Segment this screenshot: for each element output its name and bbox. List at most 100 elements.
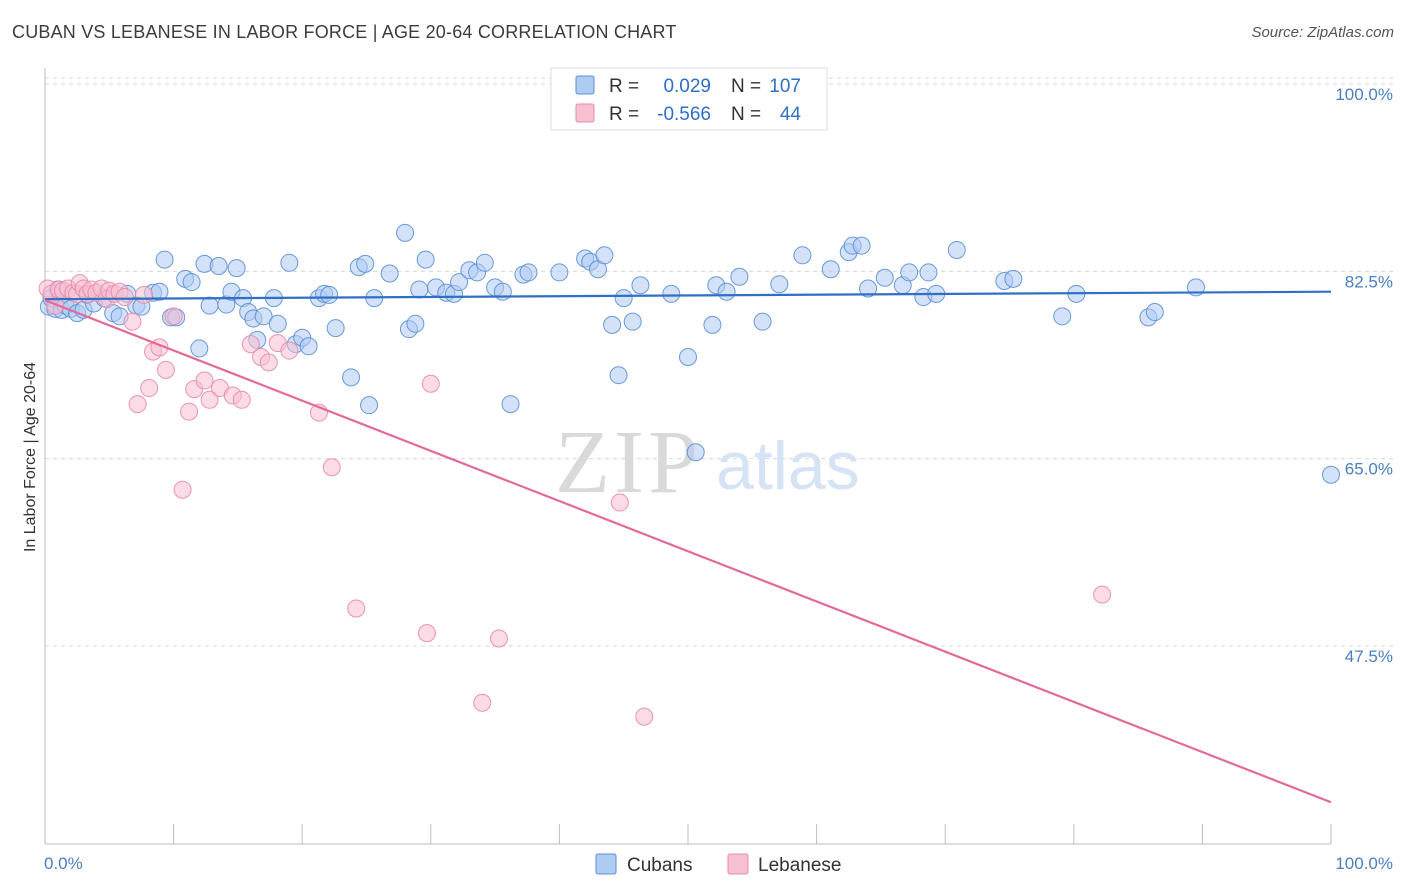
lebanese-point-31: [200, 390, 219, 409]
legend-box: [550, 67, 828, 131]
legend-bottom-swatch-lebanese: [727, 853, 749, 875]
page-title: CUBAN VS LEBANESE IN LABOR FORCE | AGE 2…: [12, 22, 677, 42]
lebanese-point-22: [140, 379, 159, 398]
cuban-point-81: [686, 443, 705, 462]
lebanese-point-42: [347, 599, 366, 618]
cuban-point-102: [1004, 269, 1023, 288]
legend-bottom-swatch-cubans: [595, 853, 617, 875]
cuban-point-106: [1145, 303, 1164, 322]
cuban-point-51: [380, 264, 399, 283]
y-axis-title: In Labor Force | Age 20-64: [22, 362, 39, 552]
cuban-point-92: [852, 236, 871, 255]
lebanese-point-46: [489, 629, 508, 648]
cuban-point-87: [770, 275, 789, 294]
cuban-point-56: [416, 250, 435, 269]
gridlines: [45, 77, 1393, 647]
cuban-point-79: [662, 284, 681, 303]
lebanese-point-47: [610, 493, 629, 512]
cuban-point-98: [919, 263, 938, 282]
legend-r-label-lebanese: R =: [609, 104, 639, 125]
cuban-point-68: [519, 263, 538, 282]
cuban-point-23: [182, 273, 201, 292]
lebanese-point-39: [280, 341, 299, 360]
lebanese-point-34: [232, 390, 251, 409]
legend-n-value-lebanese: 44: [780, 104, 802, 125]
lebanese-point-44: [417, 624, 436, 643]
cuban-point-44: [320, 285, 339, 304]
y-tick-label-3: 100.0%: [1335, 85, 1393, 104]
y-tick-label-0: 47.5%: [1345, 647, 1393, 666]
lebanese-point-21: [135, 285, 154, 304]
legend-r-value-lebanese: -0.566: [657, 104, 711, 125]
cuban-point-55: [410, 280, 429, 299]
legend-n-label-lebanese: N =: [731, 104, 761, 125]
cuban-point-38: [280, 253, 299, 272]
cuban-point-104: [1053, 307, 1072, 326]
lebanese-point-25: [156, 360, 175, 379]
y-tick-label-1: 65.0%: [1345, 460, 1393, 479]
cuban-point-80: [679, 347, 697, 366]
cuban-point-75: [609, 366, 628, 385]
trend-line-cubans: [44, 290, 1332, 301]
legend-r-value-cubans: 0.029: [663, 76, 711, 97]
cuban-point-96: [900, 263, 919, 282]
legend-bottom: Cubans Lebanese: [595, 853, 841, 876]
watermark-zip: ZIP: [555, 413, 702, 512]
lebanese-point-30: [195, 371, 214, 390]
cuban-point-37: [268, 314, 287, 333]
cuban-point-26: [200, 296, 219, 315]
lebanese-point-45: [473, 693, 492, 712]
lebanese-point-27: [173, 480, 192, 499]
lebanese-point-20: [128, 395, 147, 414]
source-label: Source: ZipAtlas.com: [1251, 24, 1394, 41]
y-tick-label-2: 82.5%: [1345, 272, 1393, 291]
trend-lines: [44, 290, 1332, 804]
cuban-point-86: [753, 312, 772, 331]
cuban-point-46: [342, 368, 361, 387]
cuban-point-19: [155, 250, 174, 269]
legend-bottom-label-cubans: Cubans: [627, 855, 693, 876]
cuban-point-82: [703, 315, 722, 334]
lebanese-point-26: [164, 307, 183, 326]
y-tick-labels: 47.5% 65.0% 82.5% 100.0%: [1335, 85, 1393, 666]
cuban-point-78: [631, 276, 650, 295]
cuban-point-45: [326, 319, 345, 338]
lebanese-point-35: [241, 335, 260, 354]
cuban-point-27: [209, 257, 228, 276]
cuban-point-108: [1322, 465, 1340, 484]
cuban-point-69: [550, 263, 569, 282]
legend-bottom-label-lebanese: Lebanese: [758, 855, 841, 876]
x-tick-label-min: 0.0%: [44, 854, 83, 873]
legend-swatch-cubans: [575, 75, 595, 95]
cuban-point-60: [450, 273, 469, 292]
cuban-point-24: [190, 339, 209, 358]
cuban-point-88: [793, 246, 812, 265]
lebanese-point-48: [635, 707, 654, 726]
trend-line-lebanese: [44, 299, 1332, 804]
cuban-point-52: [396, 223, 415, 242]
legend-n-value-cubans: 107: [769, 76, 801, 97]
cuban-point-93: [859, 279, 878, 298]
lebanese-point-18: [115, 288, 134, 307]
lebanese-point-28: [180, 402, 199, 421]
legend-n-label-cubans: N =: [731, 76, 761, 97]
cuban-point-30: [227, 259, 246, 278]
cuban-point-84: [717, 282, 736, 301]
cuban-point-94: [875, 268, 894, 287]
legend-top: R = 0.029 N = 107 R = -0.566 N = 44: [550, 67, 828, 131]
legend-swatch-lebanese: [575, 103, 595, 123]
x-tick-label-max: 100.0%: [1335, 854, 1393, 873]
lebanese-point-49: [1093, 585, 1112, 604]
cuban-point-77: [623, 312, 642, 331]
cuban-point-49: [360, 396, 379, 415]
cuban-point-66: [501, 395, 520, 414]
cuban-point-35: [254, 307, 273, 326]
cuban-point-74: [603, 315, 622, 334]
lebanese-point-43: [421, 374, 440, 393]
lebanese-point-37: [259, 353, 278, 372]
cuban-point-73: [595, 246, 614, 265]
cuban-point-85: [730, 267, 749, 286]
cuban-point-63: [475, 253, 494, 272]
cuban-point-48: [356, 254, 375, 273]
